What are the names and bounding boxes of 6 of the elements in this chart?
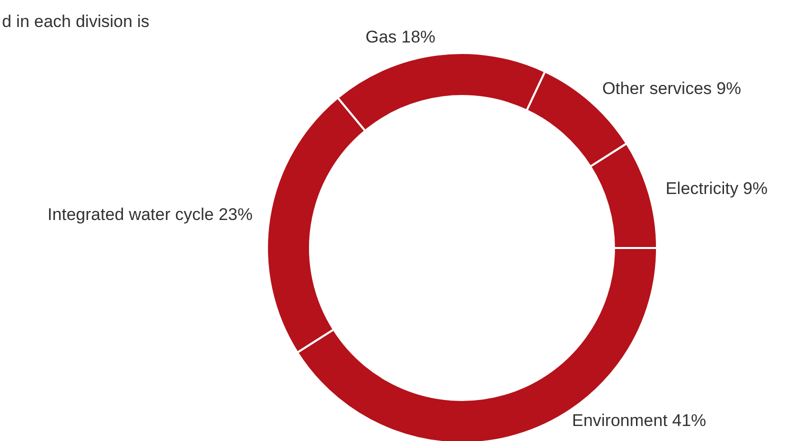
slice-label: Gas 18% xyxy=(365,28,436,47)
slice-label: Integrated water cycle 23% xyxy=(48,204,253,224)
slice-label: Environment 41% xyxy=(572,411,706,430)
slice-label: Electricity 9% xyxy=(666,178,768,198)
slice-label: Other services 9% xyxy=(602,78,742,98)
text: d in each division is xyxy=(2,12,150,31)
